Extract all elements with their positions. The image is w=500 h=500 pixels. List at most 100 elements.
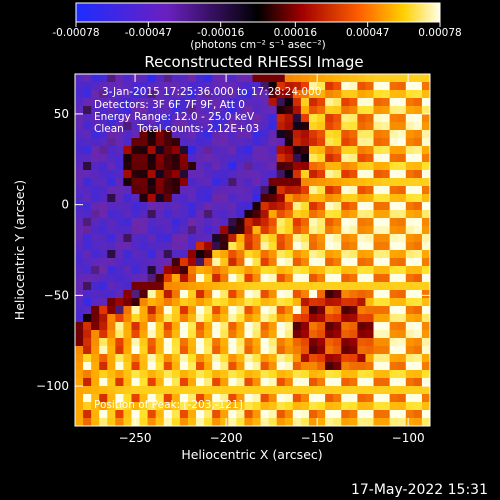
heatmap-cell (252, 386, 262, 395)
heatmap-cell (99, 226, 108, 235)
heatmap-cell (421, 274, 431, 283)
heatmap-cell (405, 138, 415, 147)
heatmap-cell (107, 74, 116, 83)
heatmap-cell (139, 290, 149, 299)
heatmap-cell (228, 210, 237, 219)
heatmap-cell (341, 314, 350, 323)
heatmap-cell (236, 242, 245, 251)
heatmap-cell (75, 170, 84, 179)
heatmap-cell (131, 234, 141, 243)
heatmap-cell (381, 98, 391, 107)
heatmap-cell (220, 290, 229, 299)
heatmap-cell (365, 250, 375, 259)
heatmap-cell (155, 250, 165, 259)
heatmap-cell (244, 298, 253, 307)
heatmap-cell (413, 274, 423, 283)
heatmap-cell (341, 130, 350, 139)
heatmap-cell (317, 146, 326, 155)
heatmap-cell (236, 346, 245, 355)
heatmap-cell (325, 378, 334, 387)
heatmap-cell (123, 378, 132, 387)
heatmap-cell (115, 282, 124, 291)
heatmap-cell (405, 314, 415, 323)
heatmap-cell (308, 122, 318, 131)
heatmap-cell (107, 274, 116, 283)
heatmap-cell (333, 418, 342, 427)
heatmap-cell (147, 74, 157, 83)
heatmap-cell (212, 114, 221, 123)
heatmap-cell (115, 298, 124, 307)
heatmap-cell (421, 314, 431, 323)
heatmap-cell (91, 106, 100, 115)
heatmap-cell (75, 210, 84, 219)
heatmap-cell (389, 274, 399, 283)
heatmap-cell (373, 402, 383, 411)
heatmap-cell (413, 298, 423, 307)
heatmap-cell (107, 290, 116, 299)
heatmap-cell (300, 370, 310, 379)
heatmap-cell (260, 138, 270, 147)
heatmap-cell (155, 258, 165, 267)
heatmap-cell (397, 218, 407, 227)
heatmap-cell (147, 394, 157, 403)
heatmap-cell (284, 314, 294, 323)
heatmap-cell (115, 306, 124, 315)
heatmap-cell (155, 106, 165, 115)
heatmap-cell (131, 106, 141, 115)
heatmap-cell (163, 82, 173, 91)
heatmap-cell (196, 234, 205, 243)
heatmap-cell (179, 258, 189, 267)
heatmap-cell (204, 266, 213, 275)
x-axis-ticks: −250 −200 −150 −100 (119, 74, 425, 445)
heatmap-cell (317, 170, 326, 179)
heatmap-cell (373, 250, 383, 259)
heatmap-cell (204, 186, 213, 195)
heatmap-cell (365, 306, 375, 315)
heatmap-cell (131, 218, 141, 227)
heatmap-cell (179, 202, 189, 211)
heatmap-cell (99, 218, 108, 227)
heatmap-cell (268, 394, 278, 403)
heatmap-cell (147, 170, 157, 179)
heatmap-cell (155, 170, 165, 179)
heatmap-cell (300, 290, 310, 299)
heatmap-cell (187, 322, 197, 331)
heatmap-cell (139, 186, 149, 195)
heatmap-cell (212, 226, 221, 235)
heatmap-cell (397, 106, 407, 115)
heatmap-cell (308, 394, 318, 403)
heatmap-cell (317, 138, 326, 147)
heatmap-cell (212, 162, 221, 171)
heatmap-cell (284, 146, 294, 155)
heatmap-cell (308, 186, 318, 195)
heatmap-cell (405, 274, 415, 283)
heatmap-cell (325, 122, 334, 131)
heatmap-cell (131, 210, 141, 219)
heatmap-cell (131, 130, 141, 139)
heatmap-cell (204, 386, 213, 395)
heatmap-cell (91, 298, 100, 307)
heatmap-cell (228, 154, 237, 163)
heatmap-cell (268, 138, 278, 147)
heatmap-cell (413, 122, 423, 131)
heatmap-cell (75, 154, 84, 163)
heatmap-cell (365, 354, 375, 363)
heatmap-cell (268, 282, 278, 291)
heatmap-cell (155, 418, 165, 427)
heatmap-cell (171, 394, 181, 403)
heatmap-cell (365, 90, 375, 99)
heatmap-cell (155, 290, 165, 299)
heatmap-cell (308, 170, 318, 179)
heatmap-cell (107, 226, 116, 235)
colorbar-tick-label: -0.00047 (125, 27, 172, 39)
heatmap-cell (171, 154, 181, 163)
heatmap-cell (276, 322, 286, 331)
heatmap-cell (325, 194, 334, 203)
heatmap-cell (300, 362, 310, 371)
heatmap-cell (91, 378, 100, 387)
heatmap-cell (341, 290, 350, 299)
heatmap-cell (389, 410, 399, 419)
heatmap-cell (252, 218, 262, 227)
heatmap-cell (155, 234, 165, 243)
heatmap-cell (147, 186, 157, 195)
